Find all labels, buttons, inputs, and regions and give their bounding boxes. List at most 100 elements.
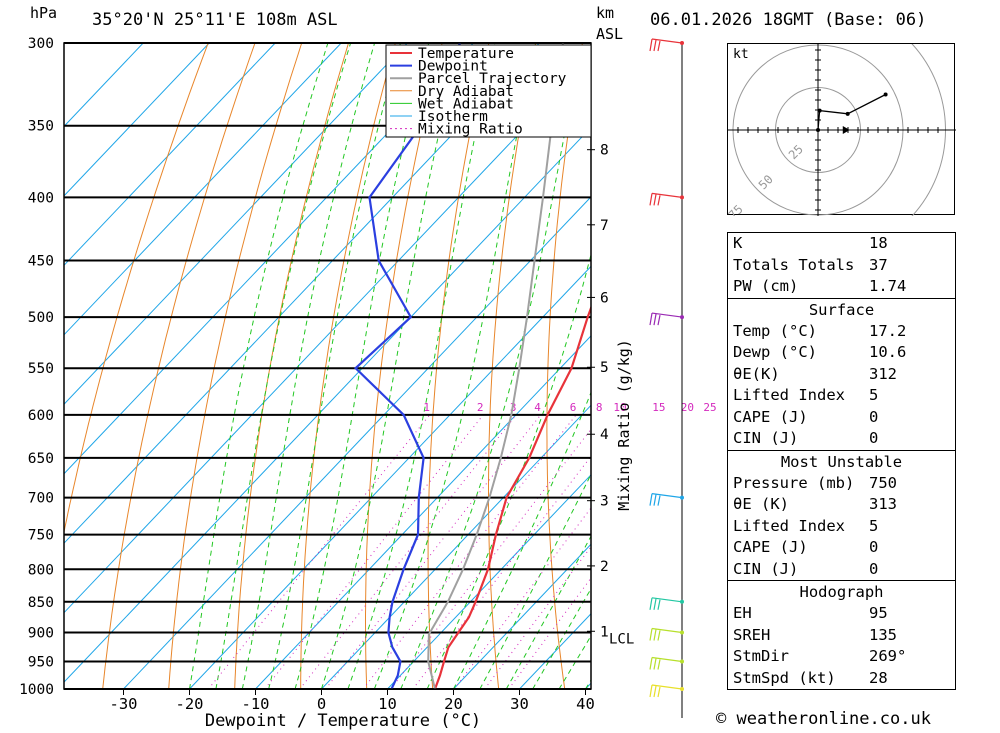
surface-label: Lifted Index bbox=[733, 386, 845, 404]
surface-label: Dewp (°C) bbox=[733, 343, 817, 361]
hodograph-param-value: 28 bbox=[869, 668, 888, 687]
copyright-text: © weatheronline.co.uk bbox=[716, 709, 931, 729]
wind-barb bbox=[649, 192, 683, 206]
km-tick-label: 4 bbox=[600, 427, 609, 443]
dry-adiabat-line bbox=[957, 43, 1000, 689]
dry-adiabat-line bbox=[234, 43, 349, 689]
km-tick-label: 5 bbox=[600, 360, 609, 376]
pressure-tick-label: 300 bbox=[28, 36, 54, 52]
isotherm-line bbox=[64, 126, 591, 683]
hodograph-trace bbox=[817, 93, 886, 131]
x-tick-label: 20 bbox=[444, 695, 463, 713]
hodograph-param-value: 269° bbox=[869, 647, 907, 665]
km-tick-label: 7 bbox=[600, 218, 609, 234]
x-tick-label: -30 bbox=[110, 695, 138, 713]
index-label: PW (cm) bbox=[733, 277, 799, 295]
surface-label: CAPE (J) bbox=[733, 407, 808, 426]
isotherm-line bbox=[387, 474, 591, 689]
dewpoint-line bbox=[354, 43, 461, 689]
pressure-tick-label: 400 bbox=[28, 190, 54, 206]
pressure-tick-label: 800 bbox=[28, 562, 54, 578]
legend-box bbox=[385, 44, 592, 138]
pressure-tick-label: 650 bbox=[28, 451, 54, 467]
mixing-ratio-label: 1 bbox=[423, 401, 430, 414]
hodograph-param-row: StmDir 269° bbox=[728, 646, 955, 668]
most-unstable-row: Pressure (mb) 750 bbox=[728, 473, 955, 495]
most-unstable-row: CIN (J) 0 bbox=[728, 559, 955, 581]
mixing-ratio-line bbox=[264, 414, 484, 689]
pressure-tick-label: 500 bbox=[28, 310, 54, 326]
legend-label: Isotherm bbox=[418, 109, 488, 125]
parcel-trajectory-line bbox=[427, 43, 564, 689]
mixing-ratio-label: 6 bbox=[570, 401, 577, 414]
isotherm-line bbox=[64, 43, 210, 197]
lcl-label: LCL bbox=[609, 631, 634, 647]
surface-section-title: Surface bbox=[728, 297, 955, 321]
isotherm-line bbox=[64, 43, 474, 475]
surface-label: θE(K) bbox=[733, 364, 780, 383]
temperature-line bbox=[433, 304, 591, 689]
hodograph-chart: 25 50 75 kt bbox=[690, 2, 956, 258]
hodograph-param-row: EH 95 bbox=[728, 603, 955, 625]
surface-value: 0 bbox=[869, 407, 879, 426]
hodograph-param-value: 95 bbox=[869, 604, 888, 622]
dry-adiabat-line bbox=[658, 43, 696, 689]
legend-label: Dry Adiabat bbox=[418, 84, 514, 100]
storm-motion-marker bbox=[842, 126, 850, 134]
wet-adiabat-line bbox=[321, 43, 461, 689]
pressure-tick-label: 350 bbox=[28, 119, 54, 135]
pressure-tick-label: 600 bbox=[28, 408, 54, 424]
mixing-ratio-label: 2 bbox=[477, 401, 484, 414]
isotherm-line bbox=[321, 404, 591, 689]
dry-adiabat-line bbox=[488, 43, 537, 689]
x-axis-label: Dewpoint / Temperature (°C) bbox=[205, 711, 481, 731]
most-unstable-row: Lifted Index 5 bbox=[728, 516, 955, 538]
pressure-unit-label: hPa bbox=[30, 4, 58, 22]
legend-label: Temperature bbox=[418, 46, 514, 62]
legend-label: Dewpoint bbox=[418, 59, 488, 75]
location-title: 35°20'N 25°11'E 108m ASL bbox=[92, 10, 338, 30]
wind-barb bbox=[649, 597, 683, 610]
hodograph-point bbox=[845, 111, 850, 116]
hodograph-point bbox=[883, 92, 888, 97]
hodograph-point bbox=[816, 128, 820, 132]
legend-label: Parcel Trajectory bbox=[418, 71, 567, 87]
index-label: K bbox=[733, 234, 743, 252]
x-tick-label: -20 bbox=[176, 695, 204, 713]
mixing-ratio-label: 25 bbox=[703, 401, 716, 414]
hodograph-param-label: SREH bbox=[733, 625, 771, 644]
km-tick-label: 6 bbox=[600, 290, 609, 306]
most-unstable-label: CAPE (J) bbox=[733, 538, 808, 556]
hodograph-axis bbox=[728, 44, 956, 216]
pressure-tick-label: 850 bbox=[28, 595, 54, 611]
most-unstable-label: CIN (J) bbox=[733, 559, 799, 578]
most-unstable-value: 0 bbox=[869, 538, 879, 556]
pressure-tick-label: 750 bbox=[28, 528, 54, 544]
surface-row: Dewp (°C) 10.6 bbox=[728, 342, 955, 364]
surface-row: Lifted Index 5 bbox=[728, 385, 955, 407]
mixing-ratio-line bbox=[299, 414, 517, 689]
mixing-ratio-label: 20 bbox=[681, 401, 694, 414]
wet-adiabat-line bbox=[426, 252, 591, 689]
wind-barb bbox=[649, 493, 683, 506]
most-unstable-value: 313 bbox=[869, 495, 897, 513]
mixing-ratio-line bbox=[484, 545, 591, 689]
wind-barb bbox=[649, 38, 683, 52]
pressure-tick-label: 550 bbox=[28, 361, 54, 377]
wet-adiabat-line bbox=[215, 43, 352, 689]
wind-barb bbox=[649, 627, 683, 641]
wet-adiabat-line bbox=[479, 473, 591, 689]
mixing-ratio-label: 10 bbox=[613, 401, 626, 414]
isotherm-line bbox=[64, 43, 276, 267]
surface-label: Temp (°C) bbox=[733, 321, 817, 340]
height-unit-label: km bbox=[596, 4, 615, 22]
isotherm-line bbox=[123, 196, 591, 689]
wet-adiabat-line bbox=[241, 43, 376, 689]
hodograph-param-row: SREH 135 bbox=[728, 625, 955, 647]
index-value: 1.74 bbox=[869, 277, 907, 295]
wet-adiabat-line bbox=[373, 43, 536, 689]
surface-row: CIN (J) 0 bbox=[728, 428, 955, 450]
datetime-title: 06.01.2026 18GMT (Base: 06) bbox=[650, 10, 927, 30]
wet-adiabat-line bbox=[453, 391, 591, 689]
